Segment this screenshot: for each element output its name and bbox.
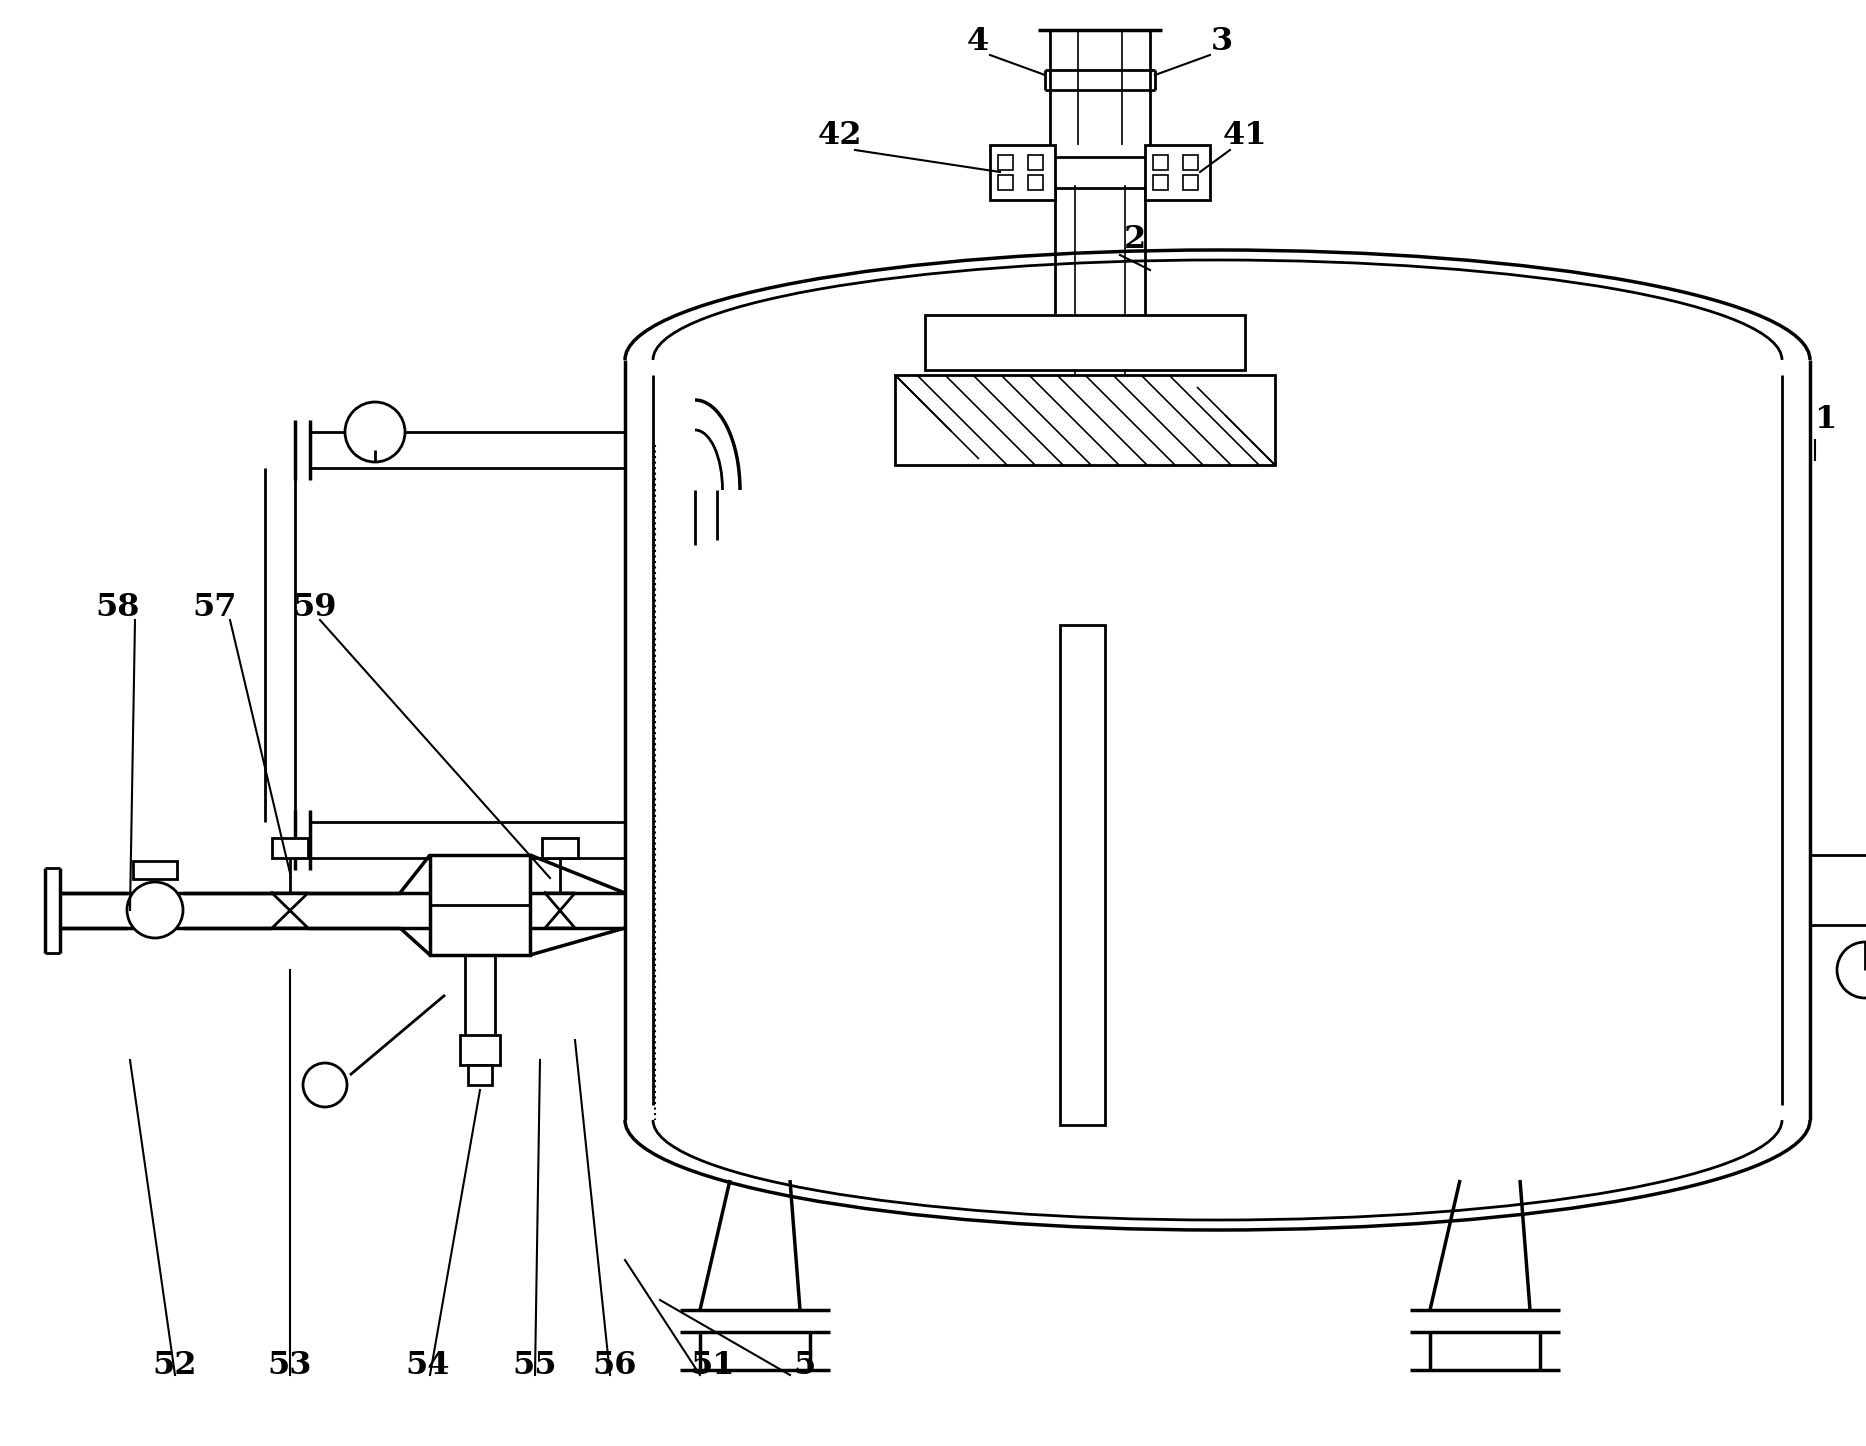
Bar: [1153, 175, 1168, 189]
Bar: [429, 855, 530, 954]
Bar: [272, 839, 308, 857]
Bar: [1060, 625, 1105, 1125]
Bar: [1183, 155, 1198, 171]
Text: 41: 41: [1222, 120, 1267, 150]
Text: 42: 42: [817, 120, 862, 150]
Bar: [468, 1066, 493, 1084]
Bar: [1146, 145, 1209, 200]
Bar: [1183, 175, 1198, 189]
Bar: [926, 315, 1245, 370]
Text: 53: 53: [269, 1349, 312, 1381]
Text: 5: 5: [793, 1349, 815, 1381]
Text: 2: 2: [1123, 224, 1146, 256]
Bar: [896, 375, 1274, 466]
Text: 57: 57: [192, 593, 237, 623]
Bar: [998, 155, 1013, 171]
Bar: [461, 1035, 500, 1066]
Circle shape: [127, 882, 183, 938]
Bar: [1153, 155, 1168, 171]
Text: 1: 1: [1814, 405, 1836, 435]
Bar: [1028, 175, 1043, 189]
Text: 54: 54: [405, 1349, 450, 1381]
Circle shape: [345, 402, 405, 463]
Bar: [541, 839, 578, 857]
Text: 4: 4: [967, 26, 989, 58]
Text: 3: 3: [1211, 26, 1233, 58]
Circle shape: [1836, 941, 1866, 998]
Text: 55: 55: [513, 1349, 558, 1381]
Bar: [998, 175, 1013, 189]
Text: 56: 56: [593, 1349, 638, 1381]
Bar: [132, 860, 177, 879]
Text: 59: 59: [293, 593, 338, 623]
Text: 51: 51: [690, 1349, 735, 1381]
Circle shape: [302, 1063, 347, 1108]
Text: 52: 52: [153, 1349, 198, 1381]
Bar: [1028, 155, 1043, 171]
Text: 58: 58: [95, 593, 140, 623]
Bar: [991, 145, 1054, 200]
